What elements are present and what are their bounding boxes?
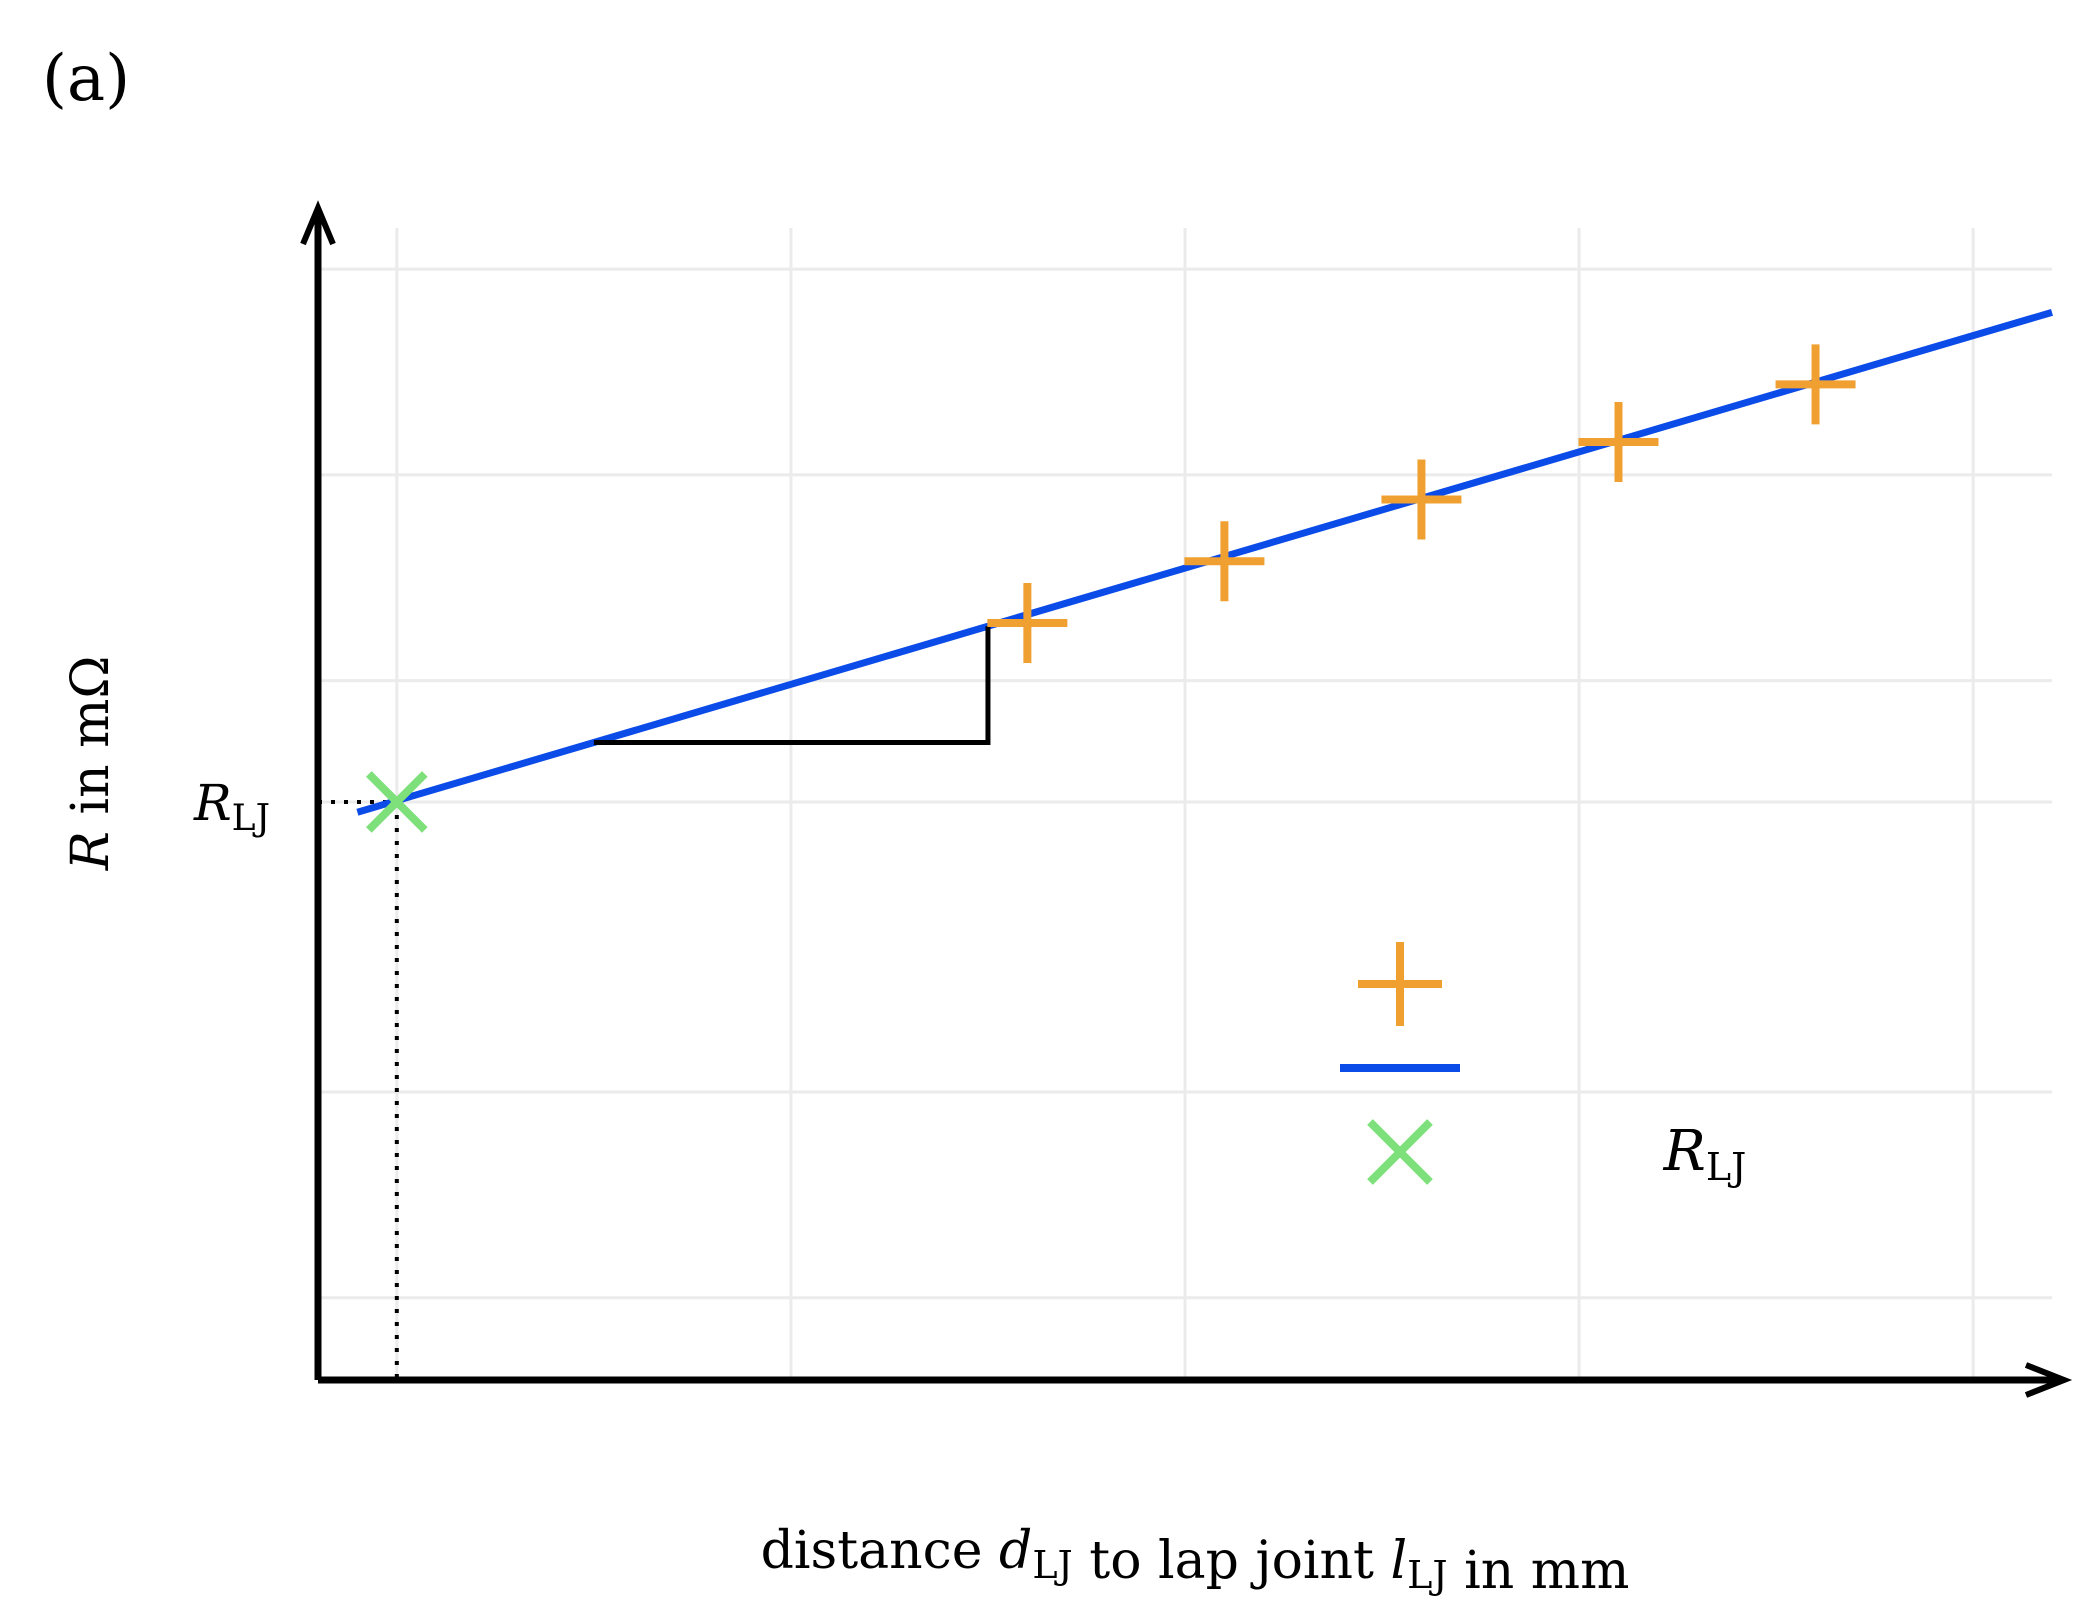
marker-layer xyxy=(365,344,1856,833)
y-axis-title: R in mΩ xyxy=(61,655,121,871)
tick-labels: RLJ xyxy=(193,774,270,839)
measured-point xyxy=(987,582,1068,663)
grid xyxy=(318,228,2052,1380)
axis-titles: distance dLJ to lap joint lLJ in mm R in … xyxy=(61,655,1629,1601)
measured-point xyxy=(1578,401,1659,482)
measured-point xyxy=(1775,344,1856,425)
measured-point xyxy=(1381,459,1462,540)
panel-label: (a) xyxy=(42,42,130,116)
y-tick-label-rlj: RLJ xyxy=(193,774,270,839)
slope-triangle-layer xyxy=(593,626,991,745)
rlj-marker xyxy=(365,771,428,833)
legend-item-measured xyxy=(1358,942,1442,1026)
x-axis-arrow xyxy=(2024,1362,2073,1398)
legend: RLJ xyxy=(1340,942,1746,1189)
measured-point xyxy=(1184,521,1265,602)
legend-swatch-x-b xyxy=(1367,1119,1433,1185)
rlj-marker-b xyxy=(365,771,428,833)
legend-label-rlj: RLJ xyxy=(1663,1119,1747,1189)
axes xyxy=(300,200,2073,1398)
legend-item-rlj: RLJ xyxy=(1367,1119,1747,1189)
slope-triangle xyxy=(593,626,991,745)
y-axis-arrow xyxy=(300,200,336,246)
x-axis-title: distance dLJ to lap joint lLJ in mm xyxy=(761,1521,1630,1601)
